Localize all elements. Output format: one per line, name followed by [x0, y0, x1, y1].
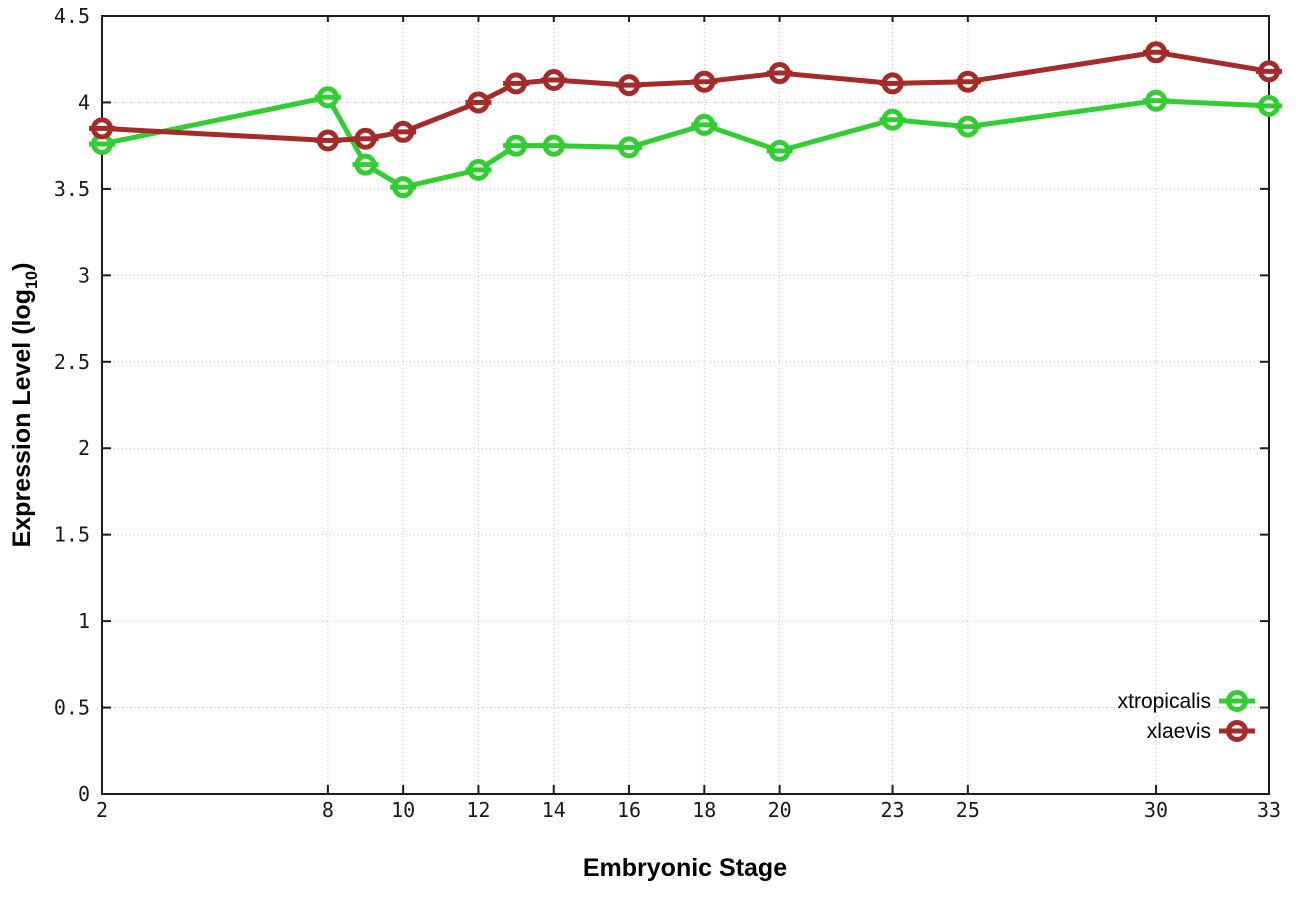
y-tick-label-2: 2: [78, 436, 90, 460]
legend-label-xlaevis: xlaevis: [1147, 720, 1211, 743]
legend-label-xtropicalis: xtropicalis: [1118, 690, 1211, 713]
y-tick-label-2.5: 2.5: [54, 350, 90, 374]
y-axis-label-subscript: 10: [23, 271, 41, 289]
series-line-xlaevis: [101, 49, 1270, 143]
x-tick-label-30: 30: [1144, 798, 1168, 822]
x-tick-label-23: 23: [881, 798, 905, 822]
y-tick-label-1: 1: [78, 609, 90, 633]
x-tick-label-18: 18: [692, 798, 716, 822]
y-tick-label-0.5: 0.5: [54, 696, 90, 720]
y-tick-label-3.5: 3.5: [54, 177, 90, 201]
x-tick-label-25: 25: [956, 798, 980, 822]
x-tick-label-8: 8: [322, 798, 334, 822]
x-tick-label-16: 16: [617, 798, 641, 822]
y-tick-label-1.5: 1.5: [54, 523, 90, 547]
y-tick-label-4: 4: [78, 90, 90, 114]
x-tick-label-2: 2: [96, 798, 108, 822]
y-axis-label-suffix: ): [8, 263, 36, 271]
y-tick-label-0: 0: [78, 782, 90, 806]
series-line-xtropicalis: [101, 94, 1270, 190]
y-tick-label-3: 3: [78, 263, 90, 287]
x-tick-label-20: 20: [768, 798, 792, 822]
x-tick-label-14: 14: [542, 798, 566, 822]
y-axis-label-text: Expression Level (log: [8, 289, 36, 547]
x-axis-label: Embryonic Stage: [583, 854, 787, 882]
y-tick-label-4.5: 4.5: [54, 4, 90, 28]
x-tick-label-12: 12: [466, 798, 490, 822]
legend: xtropicalis xlaevis: [1118, 690, 1211, 743]
y-axis-label: Expression Level (log10): [8, 263, 41, 548]
x-tick-label-10: 10: [391, 798, 415, 822]
plot-border: [101, 15, 1270, 795]
x-tick-label-33: 33: [1257, 798, 1281, 822]
